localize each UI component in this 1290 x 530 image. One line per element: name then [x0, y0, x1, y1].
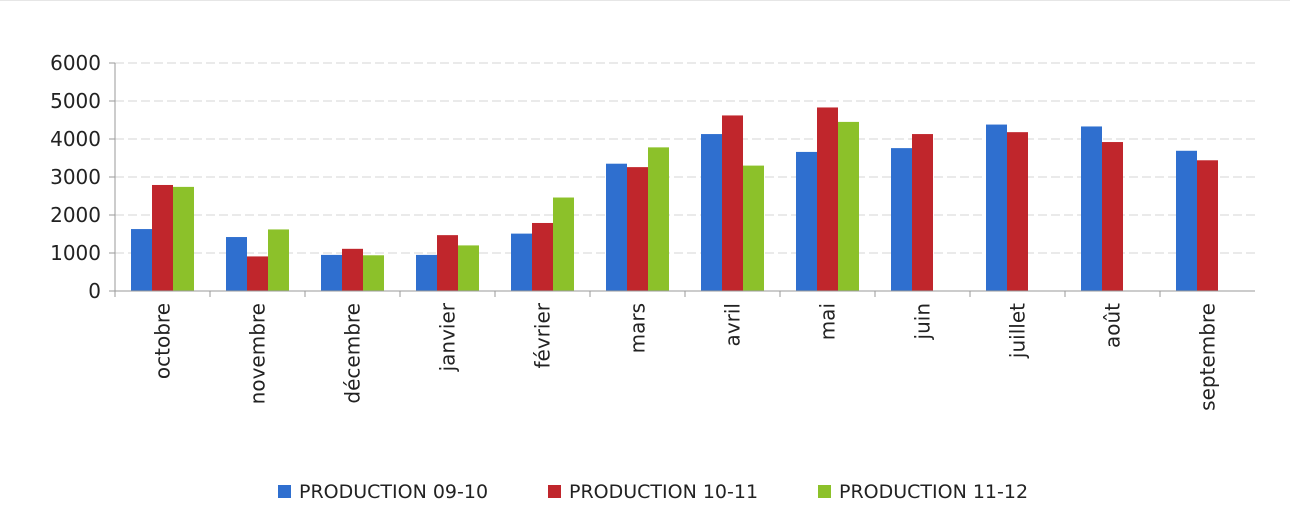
y-tick-label: 0: [88, 279, 101, 303]
bar: [363, 255, 384, 291]
bar: [1007, 132, 1028, 291]
bar: [627, 167, 648, 291]
x-tick-label: février: [531, 302, 555, 368]
bar: [1197, 160, 1218, 291]
x-tick-label: septembre: [1196, 303, 1220, 411]
bar: [838, 121, 859, 292]
bar: [891, 148, 912, 291]
bar: [342, 248, 363, 291]
y-tick-label: 1000: [50, 241, 101, 265]
bar: [152, 184, 173, 291]
bar: [416, 254, 437, 291]
x-tick-label: décembre: [341, 303, 365, 404]
x-tick-label: novembre: [246, 303, 270, 404]
legend-swatch: [818, 485, 831, 498]
bar: [606, 163, 627, 291]
bar: [247, 256, 268, 291]
bar: [553, 197, 574, 291]
x-tick-label: juin: [911, 303, 935, 340]
gridlines: [115, 62, 1255, 254]
y-tick-label: 6000: [50, 51, 101, 75]
bar: [511, 233, 532, 291]
x-tick-label: mai: [816, 303, 840, 340]
bar: [912, 134, 933, 291]
legend-swatch: [278, 485, 291, 498]
x-tick-label: avril: [721, 303, 745, 346]
bar: [986, 124, 1007, 291]
bars: [131, 107, 1218, 292]
bar: [817, 107, 838, 292]
bar: [226, 237, 247, 291]
bar: [173, 186, 194, 291]
bar: [722, 115, 743, 291]
bar: [796, 151, 817, 291]
bar: [321, 254, 342, 291]
y-tick-label: 3000: [50, 165, 101, 189]
x-tick-label: janvier: [436, 302, 460, 372]
bar: [532, 222, 553, 291]
y-tick-label: 5000: [50, 89, 101, 113]
bar: [701, 134, 722, 291]
y-axis: 0 1000 2000 3000 4000 5000 6000: [50, 51, 116, 303]
bar: [131, 229, 152, 291]
legend-label: PRODUCTION 09-10: [299, 481, 488, 503]
legend-label: PRODUCTION 11-12: [839, 481, 1028, 503]
bar: [1081, 126, 1102, 292]
legend: PRODUCTION 09-10 PRODUCTION 10-11 PRODUCTI…: [278, 481, 1028, 503]
y-tick-label: 4000: [50, 127, 101, 151]
bar: [458, 245, 479, 291]
x-tick-label: juillet: [1006, 303, 1030, 359]
legend-swatch: [548, 485, 561, 498]
x-tick-label: août: [1101, 303, 1125, 348]
x-tick-label: octobre: [151, 303, 175, 379]
legend-label: PRODUCTION 10-11: [569, 481, 758, 503]
y-tick-label: 2000: [50, 203, 101, 227]
bar: [743, 165, 764, 291]
x-axis: octobre novembre décembre janvier février mar…: [114, 290, 1255, 411]
bar: [1176, 150, 1197, 291]
bar: [437, 235, 458, 291]
bar: [648, 147, 669, 291]
bar: [1102, 142, 1123, 291]
x-tick-label: mars: [626, 303, 650, 353]
bar: [268, 229, 289, 291]
